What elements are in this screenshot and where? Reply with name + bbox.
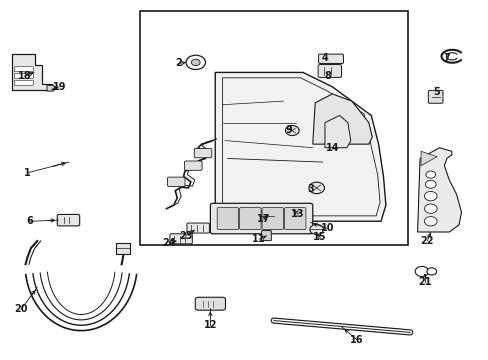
FancyBboxPatch shape — [14, 67, 33, 72]
Text: 1: 1 — [24, 168, 31, 178]
Circle shape — [285, 126, 299, 135]
Text: 4: 4 — [321, 53, 327, 63]
Text: 16: 16 — [349, 334, 363, 345]
Text: 18: 18 — [18, 71, 32, 81]
FancyBboxPatch shape — [14, 73, 33, 78]
Text: 24: 24 — [162, 238, 175, 248]
Text: 7: 7 — [443, 53, 449, 63]
Text: 21: 21 — [417, 277, 431, 287]
FancyBboxPatch shape — [262, 208, 283, 229]
Text: 20: 20 — [14, 304, 28, 314]
Polygon shape — [215, 72, 385, 221]
FancyBboxPatch shape — [195, 297, 225, 310]
Circle shape — [309, 225, 323, 234]
Polygon shape — [420, 151, 436, 166]
Text: 17: 17 — [257, 215, 270, 224]
Polygon shape — [417, 148, 461, 232]
Text: 6: 6 — [26, 216, 33, 226]
FancyBboxPatch shape — [194, 148, 211, 158]
FancyBboxPatch shape — [169, 234, 192, 244]
Circle shape — [426, 268, 436, 275]
Text: 10: 10 — [320, 224, 333, 233]
FancyBboxPatch shape — [210, 203, 312, 234]
Text: 23: 23 — [179, 231, 192, 240]
FancyBboxPatch shape — [284, 208, 305, 229]
Text: 11: 11 — [252, 234, 265, 244]
Text: 15: 15 — [313, 232, 326, 242]
Text: 9: 9 — [285, 125, 291, 135]
FancyBboxPatch shape — [318, 54, 343, 63]
Polygon shape — [47, 85, 56, 91]
Circle shape — [191, 59, 200, 66]
Bar — [140, 12, 407, 244]
Circle shape — [414, 266, 428, 276]
Text: 14: 14 — [325, 143, 338, 153]
FancyBboxPatch shape — [239, 208, 261, 229]
Circle shape — [424, 204, 436, 213]
Circle shape — [308, 182, 324, 194]
FancyBboxPatch shape — [217, 208, 238, 229]
Polygon shape — [116, 243, 130, 253]
FancyBboxPatch shape — [318, 64, 341, 77]
FancyBboxPatch shape — [427, 90, 442, 103]
FancyBboxPatch shape — [261, 230, 271, 240]
Text: 5: 5 — [433, 87, 440, 97]
Polygon shape — [312, 94, 371, 144]
Text: 13: 13 — [291, 209, 304, 219]
Circle shape — [185, 55, 205, 69]
Polygon shape — [325, 116, 350, 148]
Text: 12: 12 — [203, 320, 217, 330]
Circle shape — [258, 210, 274, 222]
Circle shape — [424, 192, 436, 201]
Polygon shape — [12, 54, 52, 90]
FancyBboxPatch shape — [184, 161, 202, 170]
FancyBboxPatch shape — [14, 80, 33, 85]
FancyBboxPatch shape — [186, 223, 209, 233]
Circle shape — [425, 171, 435, 178]
FancyBboxPatch shape — [57, 215, 80, 226]
Circle shape — [425, 180, 435, 188]
Text: 8: 8 — [323, 71, 330, 81]
Text: 2: 2 — [175, 58, 182, 68]
FancyBboxPatch shape — [167, 177, 184, 186]
Circle shape — [424, 217, 436, 226]
Text: 19: 19 — [52, 82, 66, 92]
Text: 22: 22 — [420, 236, 433, 246]
Text: 3: 3 — [306, 184, 313, 194]
